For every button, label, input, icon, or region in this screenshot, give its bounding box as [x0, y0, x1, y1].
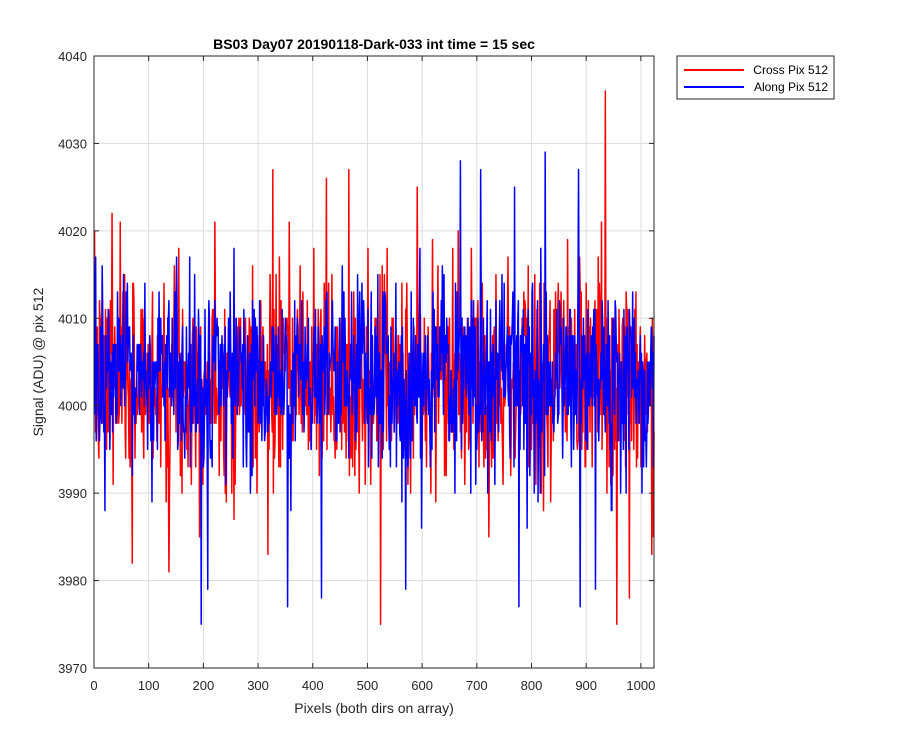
- x-tick-label: 0: [90, 678, 97, 693]
- legend-box: [676, 55, 835, 100]
- x-tick-label: 400: [302, 678, 324, 693]
- x-tick-label: 700: [466, 678, 488, 693]
- y-tick-label: 4010: [58, 311, 87, 326]
- x-tick-label: 500: [357, 678, 379, 693]
- legend[interactable]: Cross Pix 512 Along Pix 512: [676, 55, 835, 100]
- series-layer: [93, 90, 655, 626]
- series-line-along-pix-512: [93, 151, 655, 626]
- x-tick-label: 600: [411, 678, 433, 693]
- chart-title: BS03 Day07 20190118-Dark-033 int time = …: [213, 36, 535, 52]
- x-tick-label: 1000: [626, 678, 655, 693]
- y-tick-label: 3990: [58, 486, 87, 501]
- legend-label-cross: Cross Pix 512: [753, 63, 828, 77]
- y-tick-label: 4000: [58, 399, 87, 414]
- x-axis-label: Pixels (both dirs on array): [294, 700, 454, 716]
- plot-area: [93, 55, 655, 669]
- legend-label-along: Along Pix 512: [754, 80, 828, 94]
- y-tick-label: 3980: [58, 574, 87, 589]
- x-tick-label: 900: [575, 678, 597, 693]
- y-tick-label: 4030: [58, 136, 87, 151]
- y-tick-label: 3970: [58, 661, 87, 676]
- x-tick-label: 100: [138, 678, 160, 693]
- x-tick-label: 300: [247, 678, 269, 693]
- axis-ticks: 0 100 200 300 400 500 600 700 800 900 1000 3970 3980…: [58, 49, 655, 693]
- y-axis-label: Signal (ADU) @ pix 512: [30, 287, 46, 436]
- x-tick-label: 800: [521, 678, 543, 693]
- y-tick-label: 4040: [58, 49, 87, 64]
- x-tick-label: 200: [193, 678, 215, 693]
- y-tick-label: 4020: [58, 224, 87, 239]
